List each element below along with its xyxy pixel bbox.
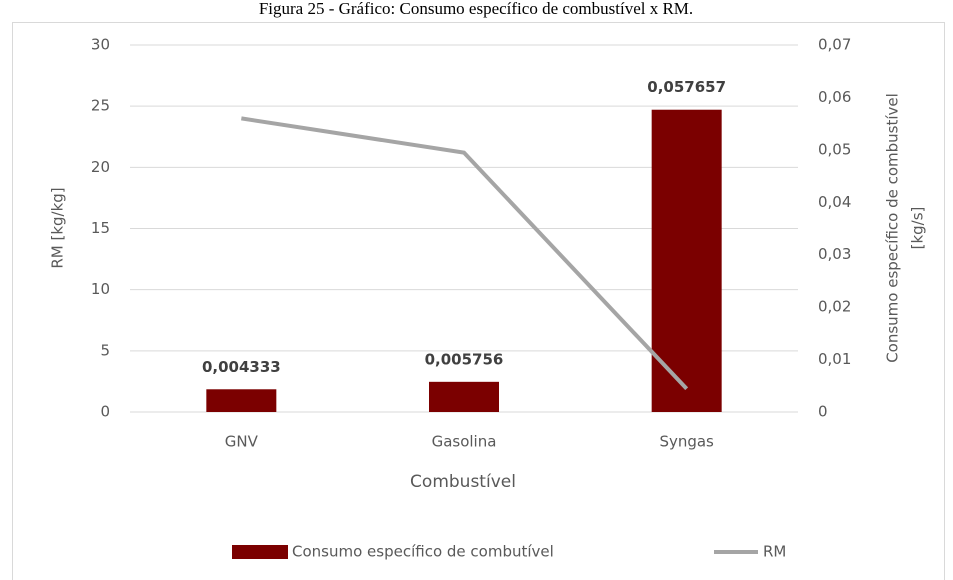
y-tick-label: 5	[100, 341, 110, 359]
y-tick-label: 20	[91, 158, 110, 176]
legend-label: Consumo específico de combutível	[292, 543, 554, 561]
y2-axis-label: Consumo específico de combustível	[884, 93, 902, 363]
y-tick-label: 15	[91, 219, 110, 237]
y-tick-label: 30	[91, 36, 110, 54]
data-label: 0,005756	[425, 350, 504, 368]
y2-tick-label: 0,02	[818, 298, 851, 316]
line	[241, 116, 689, 391]
legend-swatch	[232, 545, 288, 559]
y-axis-label: RM [kg/kg]	[49, 187, 67, 268]
data-label: 0,004333	[202, 358, 281, 376]
bar	[206, 389, 277, 412]
chart-title: Figura 25 - Gráfico: Consumo específico …	[259, 0, 693, 18]
y2-tick-label: 0,05	[818, 140, 851, 158]
y2-axis-label: [kg/s]	[909, 207, 927, 250]
y2-tick-label: 0,07	[818, 36, 851, 54]
y2-tick-label: 0	[818, 403, 828, 421]
x-tick-label: Syngas	[659, 433, 714, 451]
x-tick-label: Gasolina	[432, 433, 497, 451]
y2-tick-label: 0,06	[818, 88, 851, 106]
y-tick-label: 25	[91, 97, 110, 115]
bar	[651, 109, 722, 412]
y-tick-label: 10	[91, 280, 110, 298]
chart-border	[12, 22, 945, 580]
data-label: 0,057657	[647, 78, 726, 96]
x-axis-label: Combustível	[410, 472, 516, 492]
y-tick-label: 0	[100, 403, 110, 421]
y2-tick-label: 0,01	[818, 350, 851, 368]
legend-label: RM	[763, 543, 786, 561]
y2-tick-label: 0,04	[818, 193, 851, 211]
x-tick-label: GNV	[225, 433, 259, 451]
y2-tick-label: 0,03	[818, 245, 851, 263]
bar	[429, 381, 499, 412]
title-backdrop	[0, 0, 953, 20]
